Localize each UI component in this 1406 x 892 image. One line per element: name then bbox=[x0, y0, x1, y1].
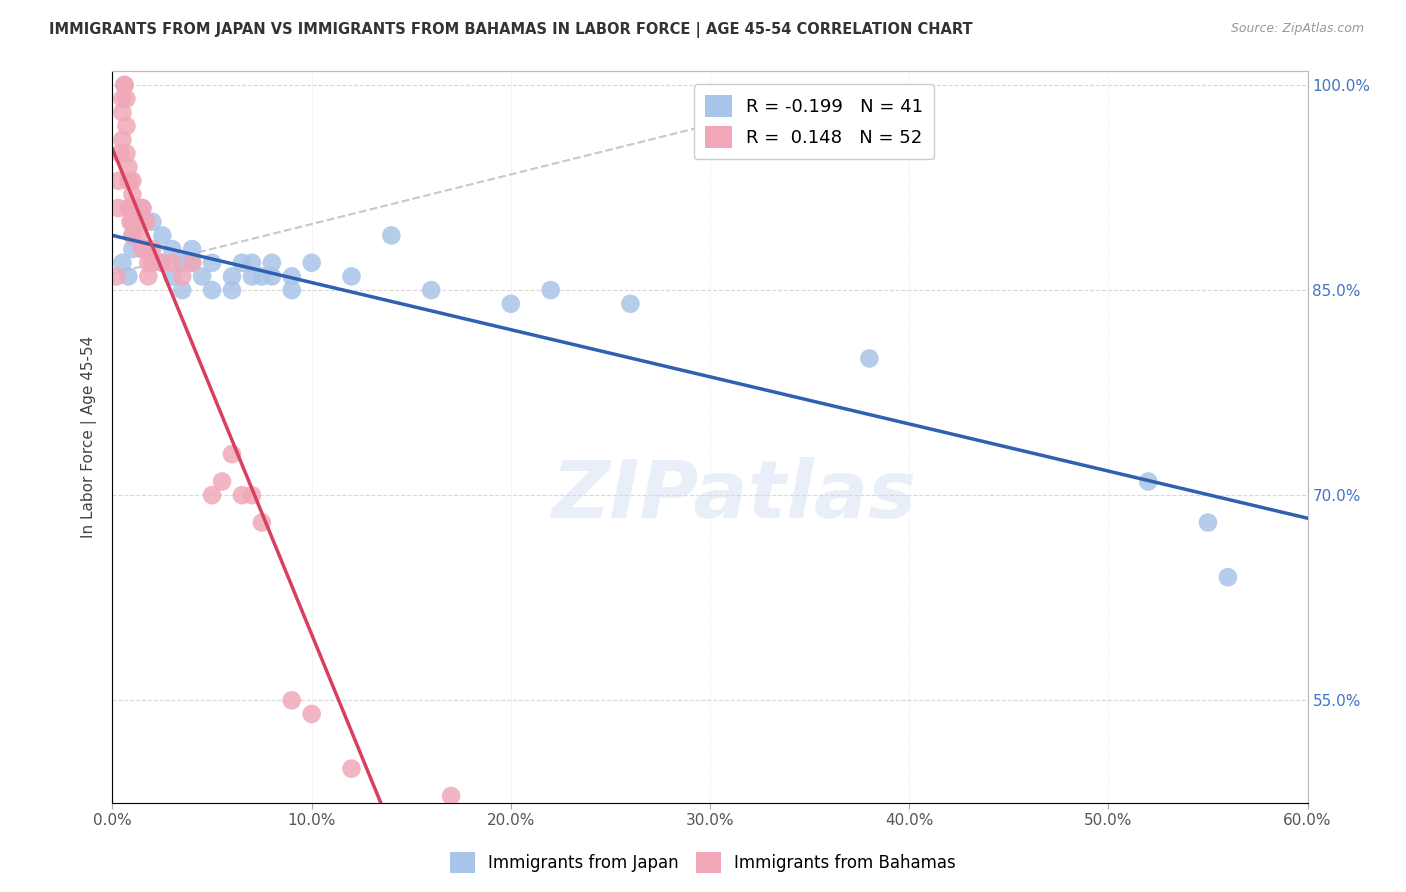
Point bbox=[221, 283, 243, 297]
Point bbox=[1216, 570, 1239, 584]
Point bbox=[191, 269, 214, 284]
Point bbox=[138, 269, 160, 284]
Point bbox=[181, 256, 204, 270]
Point bbox=[127, 228, 149, 243]
Point bbox=[221, 269, 243, 284]
Point bbox=[121, 201, 143, 215]
Point bbox=[499, 297, 522, 311]
Point bbox=[121, 242, 143, 256]
Point bbox=[134, 242, 156, 256]
Point bbox=[301, 706, 323, 721]
Point bbox=[111, 133, 134, 147]
Point bbox=[250, 269, 273, 284]
Point bbox=[162, 256, 183, 270]
Point bbox=[380, 228, 402, 243]
Point bbox=[240, 269, 263, 284]
Point bbox=[201, 283, 224, 297]
Point bbox=[141, 242, 163, 256]
Point bbox=[201, 488, 224, 502]
Point bbox=[111, 92, 134, 106]
Point bbox=[221, 447, 243, 461]
Point bbox=[138, 256, 160, 270]
Point bbox=[162, 242, 183, 256]
Point bbox=[121, 215, 143, 229]
Point bbox=[105, 269, 128, 284]
Point bbox=[150, 228, 173, 243]
Point bbox=[121, 187, 143, 202]
Point bbox=[120, 215, 142, 229]
Point bbox=[181, 256, 204, 270]
Point bbox=[211, 475, 233, 489]
Point bbox=[115, 146, 138, 161]
Text: ZIPatlas: ZIPatlas bbox=[551, 457, 917, 534]
Point bbox=[107, 201, 129, 215]
Y-axis label: In Labor Force | Age 45-54: In Labor Force | Age 45-54 bbox=[80, 336, 97, 538]
Point bbox=[135, 215, 157, 229]
Point bbox=[201, 256, 224, 270]
Point bbox=[135, 242, 157, 256]
Point bbox=[172, 256, 194, 270]
Point bbox=[131, 242, 153, 256]
Point bbox=[281, 693, 304, 707]
Point bbox=[619, 297, 641, 311]
Point bbox=[115, 119, 138, 133]
Point bbox=[340, 269, 363, 284]
Point bbox=[121, 174, 143, 188]
Point bbox=[115, 92, 138, 106]
Point bbox=[141, 256, 163, 270]
Point bbox=[134, 215, 156, 229]
Point bbox=[120, 201, 142, 215]
Point bbox=[1137, 475, 1160, 489]
Point bbox=[260, 256, 283, 270]
Point bbox=[121, 228, 143, 243]
Point bbox=[1197, 516, 1219, 530]
Point bbox=[117, 269, 139, 284]
Point bbox=[121, 228, 143, 243]
Legend: Immigrants from Japan, Immigrants from Bahamas: Immigrants from Japan, Immigrants from B… bbox=[443, 846, 963, 880]
Point bbox=[117, 174, 139, 188]
Point bbox=[281, 269, 304, 284]
Point bbox=[111, 256, 134, 270]
Point bbox=[150, 256, 173, 270]
Text: Source: ZipAtlas.com: Source: ZipAtlas.com bbox=[1230, 22, 1364, 36]
Point bbox=[420, 283, 443, 297]
Point bbox=[141, 215, 163, 229]
Point bbox=[114, 78, 135, 92]
Point bbox=[127, 201, 149, 215]
Point bbox=[858, 351, 880, 366]
Point bbox=[121, 215, 143, 229]
Point bbox=[131, 242, 153, 256]
Point bbox=[301, 256, 323, 270]
Point bbox=[117, 160, 139, 174]
Point bbox=[260, 269, 283, 284]
Point bbox=[231, 488, 253, 502]
Point bbox=[110, 146, 132, 161]
Point bbox=[240, 488, 263, 502]
Point bbox=[440, 789, 463, 803]
Point bbox=[131, 201, 153, 215]
Point bbox=[281, 283, 304, 297]
Point bbox=[240, 256, 263, 270]
Point bbox=[120, 174, 142, 188]
Point bbox=[150, 256, 173, 270]
Point bbox=[162, 269, 183, 284]
Point bbox=[340, 762, 363, 776]
Point bbox=[172, 269, 194, 284]
Point bbox=[141, 256, 163, 270]
Point bbox=[125, 201, 148, 215]
Point bbox=[540, 283, 562, 297]
Point bbox=[107, 174, 129, 188]
Point bbox=[117, 201, 139, 215]
Point bbox=[131, 201, 153, 215]
Point bbox=[231, 256, 253, 270]
Text: IMMIGRANTS FROM JAPAN VS IMMIGRANTS FROM BAHAMAS IN LABOR FORCE | AGE 45-54 CORR: IMMIGRANTS FROM JAPAN VS IMMIGRANTS FROM… bbox=[49, 22, 973, 38]
Point bbox=[114, 78, 135, 92]
Point bbox=[250, 516, 273, 530]
Point bbox=[131, 215, 153, 229]
Point bbox=[111, 105, 134, 120]
Point bbox=[172, 283, 194, 297]
Point bbox=[125, 215, 148, 229]
Point bbox=[181, 242, 204, 256]
Legend: R = -0.199   N = 41, R =  0.148   N = 52: R = -0.199 N = 41, R = 0.148 N = 52 bbox=[693, 84, 934, 159]
